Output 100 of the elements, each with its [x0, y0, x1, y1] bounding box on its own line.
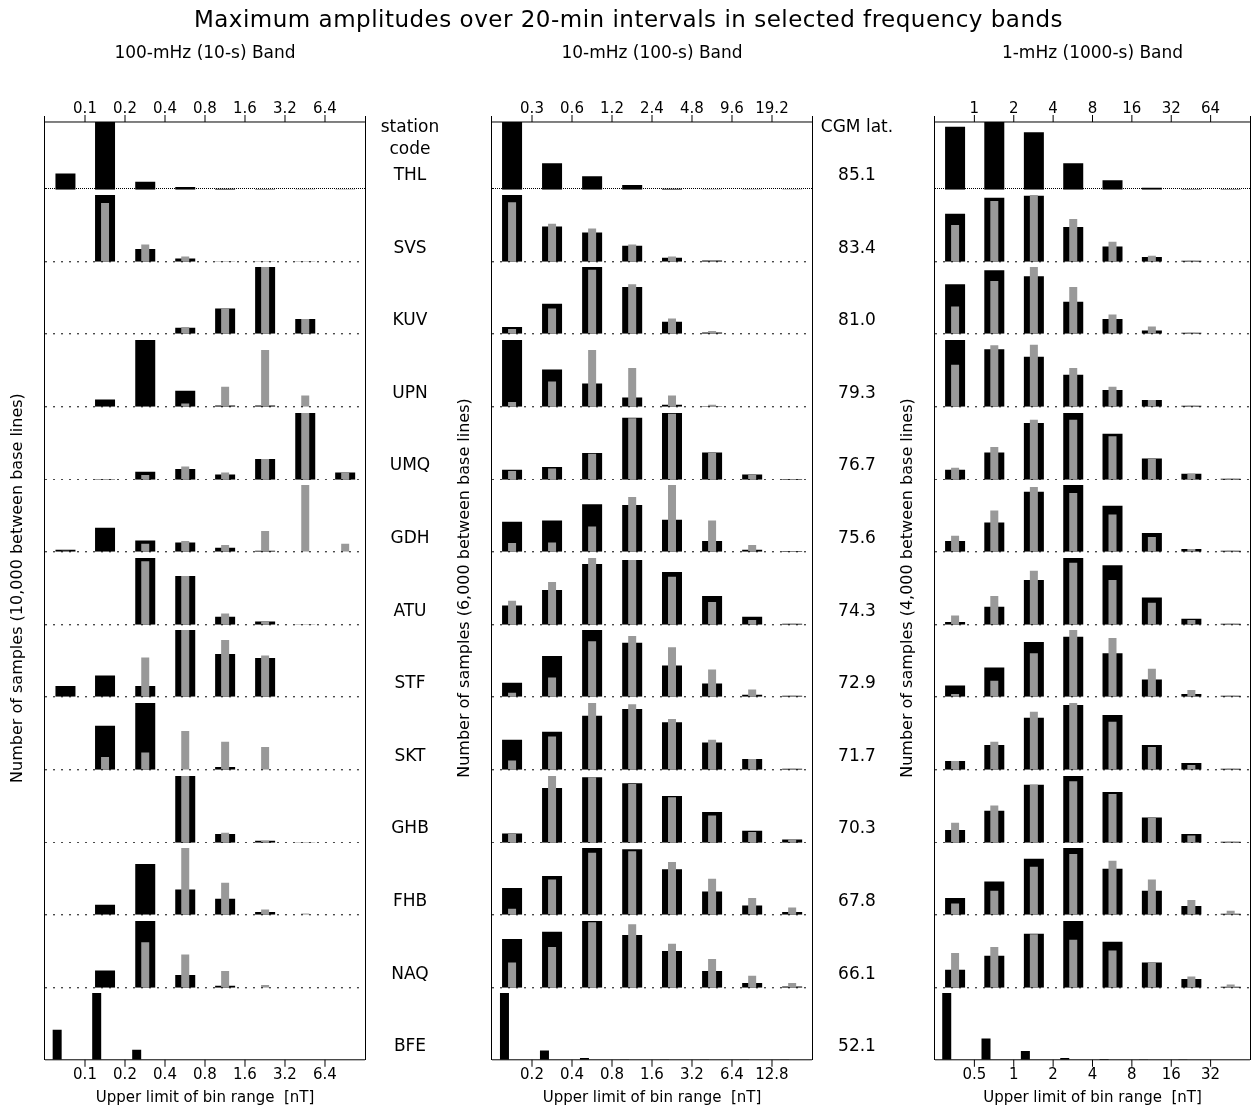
bar	[1069, 493, 1078, 552]
bar	[668, 719, 677, 770]
bar	[181, 575, 190, 625]
bar	[668, 413, 677, 480]
bar	[708, 520, 717, 552]
x-tick-label: 0.5	[962, 1065, 987, 1084]
x-tick-label: 9.6	[720, 99, 744, 118]
bar	[990, 200, 999, 262]
y-axis-title: Number of samples (10,000 between base lines)	[7, 393, 26, 784]
bar	[508, 833, 517, 843]
bar	[548, 736, 557, 770]
x-tick-label: 0.6	[560, 99, 584, 118]
bar	[261, 350, 270, 407]
text: SVS	[393, 236, 427, 257]
bar	[221, 613, 230, 625]
bar	[1069, 562, 1078, 625]
bar	[1108, 638, 1117, 698]
bar	[1147, 537, 1156, 552]
bar	[261, 909, 270, 915]
bar	[668, 862, 677, 915]
bar	[508, 470, 517, 480]
bar	[548, 308, 557, 335]
bar	[588, 641, 597, 698]
text: 52.1	[838, 1035, 876, 1056]
x-tick-label: 0.2	[113, 1065, 137, 1084]
bar	[1069, 703, 1078, 770]
bar	[748, 898, 757, 915]
bar	[668, 796, 677, 843]
x-tick-label: 4	[1087, 1065, 1098, 1084]
bar	[588, 270, 597, 335]
bar	[221, 545, 230, 552]
bar	[1108, 386, 1117, 407]
bar	[181, 630, 190, 698]
x-tick-label: 6.4	[313, 99, 337, 118]
bar	[990, 595, 999, 625]
chart-subtitle: 100-mHz (10-s) Band	[114, 42, 296, 62]
bar	[628, 783, 637, 843]
x-axis-title: Upper limit of bin range [nT]	[95, 1088, 315, 1107]
x-tick-label: 4	[1048, 99, 1058, 118]
x-axis-title: Upper limit of bin range [nT]	[983, 1088, 1202, 1107]
bar	[221, 472, 230, 480]
x-tick-label: 1.6	[233, 1065, 257, 1084]
bar	[1029, 419, 1038, 480]
bar	[748, 831, 757, 843]
bar	[1147, 879, 1156, 915]
bar	[668, 485, 677, 552]
bar	[748, 759, 757, 770]
bar	[1147, 669, 1156, 698]
bar	[748, 545, 757, 552]
bar	[945, 126, 966, 190]
bar	[990, 510, 999, 552]
bar	[181, 256, 190, 262]
bar	[708, 739, 717, 770]
text: BFE	[393, 1035, 427, 1056]
bar	[668, 395, 677, 407]
x-tick-label: 2	[1048, 1065, 1058, 1084]
bar	[990, 345, 999, 407]
bar	[628, 497, 637, 552]
bar	[588, 350, 597, 407]
bar	[951, 615, 960, 625]
bar	[548, 946, 557, 988]
bar	[628, 284, 637, 335]
bar	[951, 761, 960, 770]
text: station code	[380, 116, 440, 158]
x-tick-label: 8	[1087, 99, 1098, 118]
x-tick-label: 6.4	[313, 1065, 337, 1084]
bar	[1069, 287, 1078, 335]
bar	[708, 601, 717, 625]
bar	[628, 924, 637, 988]
x-tick-label: 1	[1008, 1065, 1019, 1084]
x-tick-label: 1.6	[233, 99, 257, 118]
x-tick-label: 0.4	[153, 1065, 177, 1084]
x-tick-label: 3.2	[273, 1065, 297, 1084]
bar	[548, 381, 557, 407]
bar	[548, 468, 557, 480]
bar	[181, 954, 190, 988]
bar	[1029, 570, 1038, 625]
bar	[990, 741, 999, 770]
bar	[221, 741, 230, 770]
bar	[1108, 435, 1117, 480]
bar	[748, 689, 757, 698]
bar	[1029, 934, 1038, 988]
bar	[668, 943, 677, 988]
bar	[951, 903, 960, 915]
text: 72.9	[838, 672, 876, 693]
bar	[588, 703, 597, 770]
x-tick-label: 3.2	[273, 99, 297, 118]
bar	[788, 907, 797, 915]
bar	[1187, 690, 1196, 698]
bar	[1108, 860, 1117, 915]
bar	[141, 657, 150, 698]
bar	[1069, 218, 1078, 262]
bar	[1147, 962, 1156, 988]
bar	[628, 851, 637, 915]
bar	[261, 747, 270, 770]
x-axis-title: Upper limit of bin range [nT]	[542, 1088, 762, 1107]
bar	[582, 176, 603, 190]
bar	[951, 952, 960, 988]
bar	[548, 223, 557, 262]
bar	[221, 832, 230, 843]
